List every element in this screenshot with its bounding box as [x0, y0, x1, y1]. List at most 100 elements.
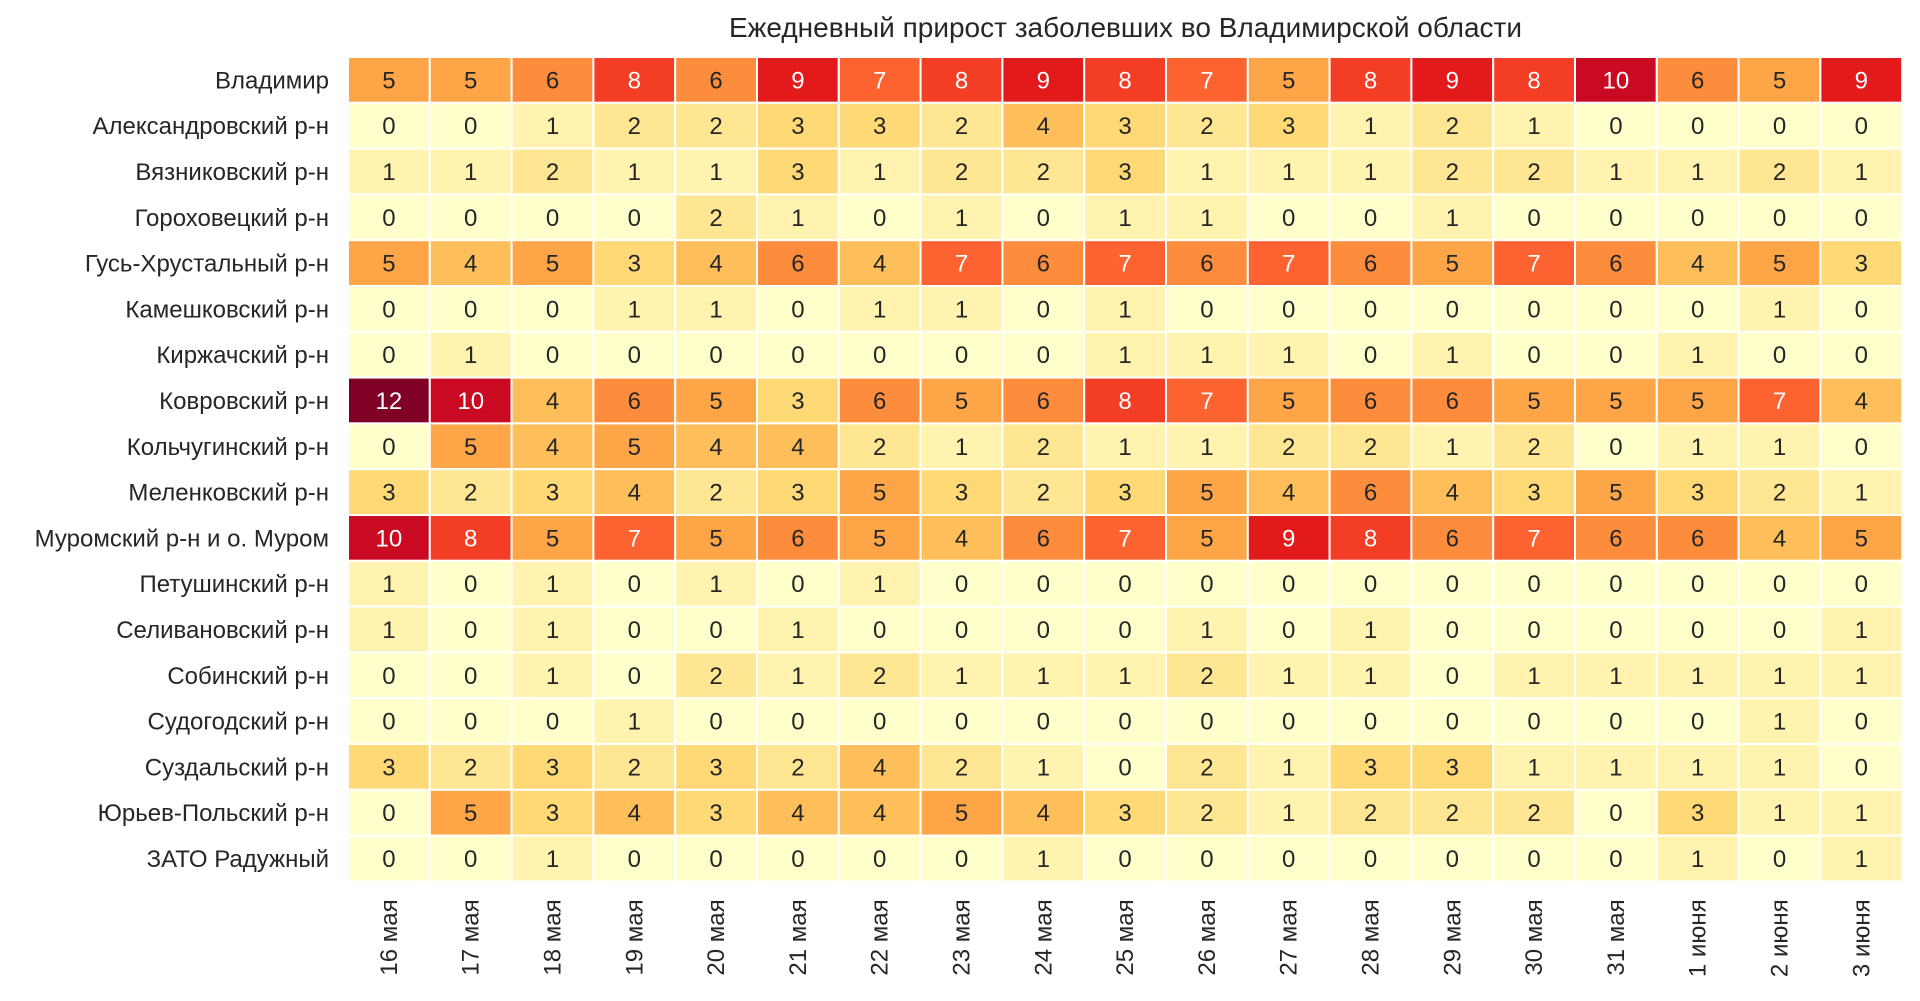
cell-value-label: 2	[1446, 159, 1459, 186]
heatmap-cell	[1492, 697, 1576, 746]
cell-value-label: 2	[1773, 159, 1786, 186]
cell-value-label: 0	[1364, 205, 1377, 232]
cell-value-label: 0	[1609, 709, 1622, 736]
heatmap-cell	[1001, 514, 1086, 562]
cell-value-label: 0	[1609, 205, 1622, 232]
column-label: 27 мая	[1276, 899, 1303, 975]
cell-value-label: 0	[628, 846, 641, 873]
cell-value-label: 0	[1609, 342, 1622, 369]
heatmap-cell	[592, 239, 677, 287]
heatmap-cell	[1001, 56, 1086, 104]
cell-value-label: 0	[1446, 663, 1459, 690]
cell-value-label: 8	[464, 525, 477, 552]
cell-value-label: 3	[546, 754, 559, 781]
cell-value-label: 1	[1446, 342, 1459, 369]
cell-value-label: 3	[1118, 113, 1131, 140]
heatmap-cell	[1492, 468, 1576, 517]
cell-value-label: 1	[1773, 296, 1786, 323]
heatmap-cell	[1737, 285, 1822, 333]
cell-value-label: 10	[376, 525, 403, 552]
cell-value-label: 5	[1855, 525, 1868, 552]
cell-value-label: 0	[382, 113, 395, 140]
cell-value-label: 2	[628, 754, 641, 781]
cell-value-label: 1	[1691, 846, 1704, 873]
cell-value-label: 9	[1446, 67, 1459, 94]
cell-value-label: 1	[791, 663, 804, 690]
heatmap-cell	[1165, 651, 1249, 700]
cell-value-label: 3	[791, 159, 804, 186]
cell-value-label: 0	[1609, 846, 1622, 873]
heatmap-cell	[1819, 514, 1904, 562]
cell-value-label: 3	[955, 480, 968, 507]
cell-value-label: 5	[1446, 251, 1459, 278]
cell-value-label: 0	[1364, 296, 1377, 323]
cell-value-label: 6	[1609, 251, 1622, 278]
heatmap-cell	[1574, 376, 1658, 425]
cell-value-label: 0	[382, 709, 395, 736]
heatmap-cell	[1001, 651, 1086, 700]
cell-value-label: 0	[1037, 296, 1050, 323]
cell-value-label: 0	[1446, 571, 1459, 598]
cell-value-label: 5	[955, 800, 968, 827]
column-label: 20 мая	[703, 899, 730, 975]
row-label: Селивановский р-н	[116, 617, 329, 644]
cell-value-label: 5	[1282, 67, 1295, 94]
heatmap-cell	[1410, 422, 1495, 471]
heatmap-cell	[428, 788, 513, 837]
cell-value-label: 0	[1773, 571, 1786, 598]
cell-value-label: 0	[1609, 434, 1622, 461]
cell-value-label: 3	[382, 480, 395, 507]
cell-value-label: 6	[546, 67, 559, 94]
heatmap-cell	[1410, 285, 1495, 333]
cell-value-label: 1	[1527, 663, 1540, 690]
cell-value-label: 7	[1527, 251, 1540, 278]
heatmap-cell	[756, 147, 840, 196]
cell-value-label: 5	[873, 480, 886, 507]
row-label: Судогодский р-н	[147, 709, 329, 736]
heatmap-cell	[1328, 56, 1413, 104]
heatmap-cell	[1165, 330, 1249, 379]
heatmap-cell	[1001, 239, 1086, 287]
cell-value-label: 0	[382, 800, 395, 827]
cell-value-label: 0	[1691, 617, 1704, 644]
heatmap-cell	[1410, 834, 1495, 883]
cell-value-label: 1	[546, 846, 559, 873]
cell-value-label: 0	[709, 342, 722, 369]
heatmap-cell	[1819, 834, 1904, 883]
cell-value-label: 1	[1609, 754, 1622, 781]
heatmap-cell	[1574, 422, 1658, 471]
cell-value-label: 2	[1282, 434, 1295, 461]
heatmap-cell	[1083, 605, 1167, 654]
cell-value-label: 6	[1037, 251, 1050, 278]
heatmap-cell	[1328, 514, 1413, 562]
cell-value-label: 3	[382, 754, 395, 781]
cell-value-label: 6	[1364, 480, 1377, 507]
heatmap-cell	[1492, 376, 1576, 425]
heatmap-cell	[756, 101, 840, 150]
cell-value-label: 3	[873, 113, 886, 140]
column-label: 28 мая	[1358, 899, 1385, 975]
cell-value-label: 1	[1773, 434, 1786, 461]
cell-value-label: 0	[1855, 113, 1868, 140]
cell-value-label: 2	[709, 480, 722, 507]
heatmap-cell	[428, 743, 513, 791]
cell-value-label: 5	[1200, 525, 1213, 552]
cell-value-label: 0	[1527, 205, 1540, 232]
cell-value-label: 2	[955, 159, 968, 186]
heatmap-cell	[1819, 651, 1904, 700]
cell-value-label: 5	[955, 388, 968, 415]
cell-value-label: 0	[1364, 342, 1377, 369]
cell-value-label: 0	[1609, 296, 1622, 323]
column-label: 17 мая	[458, 899, 485, 975]
cell-value-label: 1	[1691, 342, 1704, 369]
cell-value-label: 0	[1282, 709, 1295, 736]
cell-value-label: 1	[1037, 754, 1050, 781]
heatmap-cell	[1328, 147, 1413, 196]
heatmap-cell	[1655, 697, 1740, 746]
cell-value-label: 1	[1200, 617, 1213, 644]
cell-value-label: 1	[546, 617, 559, 644]
cell-value-label: 3	[628, 251, 641, 278]
cell-value-label: 7	[873, 67, 886, 94]
row-label: Камешковский р-н	[125, 296, 329, 323]
cell-value-label: 0	[1200, 296, 1213, 323]
